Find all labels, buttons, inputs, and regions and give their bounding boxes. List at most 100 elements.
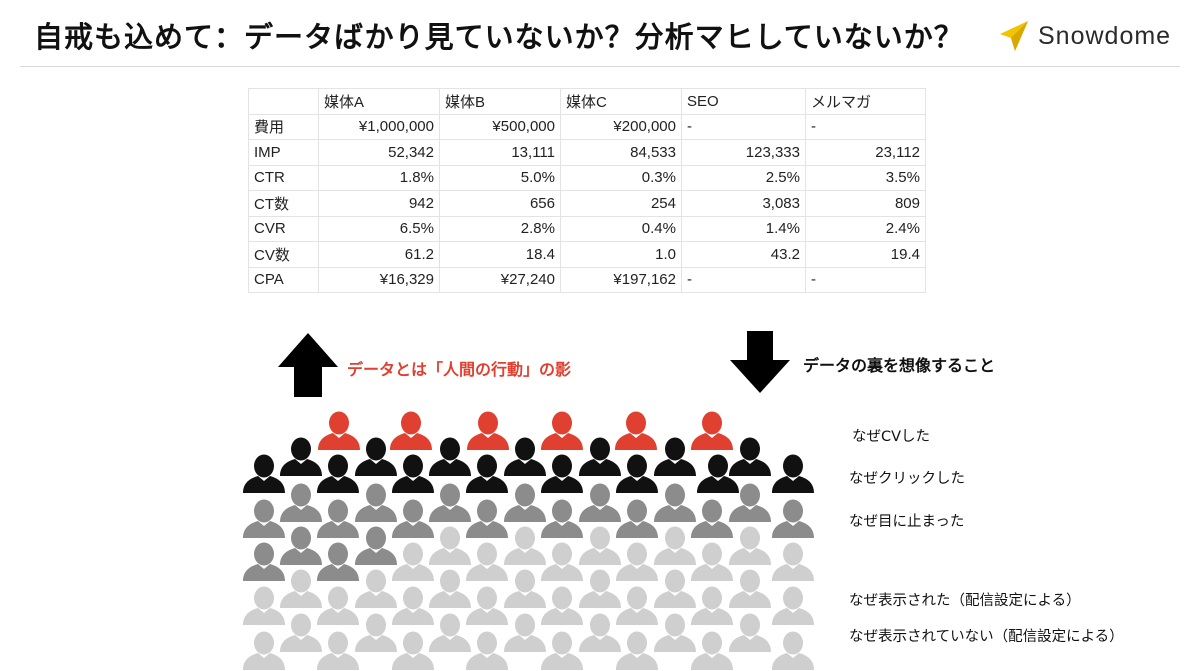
person-icon bbox=[541, 499, 583, 538]
row-label: CVR bbox=[248, 215, 319, 242]
reason-why-shown: なぜ表示された（配信設定による） bbox=[849, 593, 1081, 609]
person-icon bbox=[691, 631, 733, 670]
person-icon bbox=[616, 586, 658, 625]
person-icon bbox=[355, 437, 397, 476]
person-icon bbox=[466, 454, 508, 493]
person-icon bbox=[318, 411, 360, 450]
person-icon bbox=[243, 631, 285, 670]
person-icon bbox=[504, 483, 546, 522]
person-icon bbox=[392, 542, 434, 581]
person-icon bbox=[392, 499, 434, 538]
person-icon bbox=[429, 526, 471, 565]
table-cell: 0.3% bbox=[560, 164, 682, 191]
person-icon bbox=[466, 631, 508, 670]
person-icon bbox=[541, 411, 583, 450]
table-cell: 1.0 bbox=[560, 241, 682, 268]
table-cell: 84,533 bbox=[560, 139, 682, 166]
person-icon bbox=[772, 499, 814, 538]
person-icon bbox=[691, 542, 733, 581]
table-row: CTR 1.8% 5.0% 0.3% 2.5% 3.5% bbox=[248, 164, 926, 191]
table-cell: 3.5% bbox=[805, 164, 926, 191]
person-icon bbox=[243, 454, 285, 493]
person-icon bbox=[466, 586, 508, 625]
person-icon bbox=[317, 631, 359, 670]
person-icon bbox=[429, 437, 471, 476]
person-icon bbox=[243, 586, 285, 625]
person-icon bbox=[280, 569, 322, 608]
person-icon bbox=[654, 613, 696, 652]
table-cell: ¥200,000 bbox=[560, 113, 682, 140]
person-icon bbox=[772, 542, 814, 581]
person-icon bbox=[504, 526, 546, 565]
person-crowd bbox=[243, 411, 814, 670]
table-cell: 1.8% bbox=[318, 164, 440, 191]
person-icon bbox=[467, 411, 509, 450]
table-header-row: 媒体A 媒体B 媒体C SEO メルマガ bbox=[248, 88, 926, 115]
person-icon bbox=[541, 454, 583, 493]
reason-why-not-shown: なぜ表示されていない（配信設定による） bbox=[849, 629, 1124, 645]
paper-plane-icon bbox=[1000, 21, 1028, 51]
reason-why-clicked: なぜクリックした bbox=[849, 471, 965, 487]
table-cell: 5.0% bbox=[439, 164, 561, 191]
table-row: CV数 61.2 18.4 1.0 43.2 19.4 bbox=[248, 241, 926, 268]
title-divider bbox=[20, 66, 1180, 67]
person-icon bbox=[280, 437, 322, 476]
person-icon bbox=[280, 613, 322, 652]
person-icon bbox=[729, 613, 771, 652]
person-icon bbox=[691, 499, 733, 538]
person-icon bbox=[579, 483, 621, 522]
person-icon bbox=[429, 613, 471, 652]
person-icon bbox=[579, 437, 621, 476]
person-icon bbox=[772, 454, 814, 493]
person-icon bbox=[466, 499, 508, 538]
person-icon bbox=[729, 437, 771, 476]
person-icon bbox=[691, 411, 733, 450]
person-icon bbox=[504, 569, 546, 608]
person-icon bbox=[654, 526, 696, 565]
person-icon bbox=[616, 631, 658, 670]
table-cell: ¥1,000,000 bbox=[318, 113, 440, 140]
column-header: 媒体C bbox=[560, 88, 682, 115]
person-icon bbox=[697, 454, 739, 493]
table-cell: 19.4 bbox=[805, 241, 926, 268]
person-icon bbox=[579, 613, 621, 652]
table-cell: 2.5% bbox=[681, 164, 806, 191]
table-row: CPA ¥16,329 ¥27,240 ¥197,162 - - bbox=[248, 266, 926, 293]
person-icon bbox=[616, 499, 658, 538]
table-cell: 2.4% bbox=[805, 215, 926, 242]
person-icon bbox=[541, 586, 583, 625]
table-cell: - bbox=[805, 266, 926, 293]
row-label: 費用 bbox=[248, 113, 319, 140]
person-icon bbox=[729, 483, 771, 522]
brand-logo: Snowdome bbox=[998, 16, 1171, 56]
table-cell: ¥16,329 bbox=[318, 266, 440, 293]
person-icon bbox=[691, 586, 733, 625]
person-icon bbox=[429, 569, 471, 608]
brand-name: Snowdome bbox=[1038, 21, 1172, 50]
reason-why-converted: なぜCVした bbox=[852, 429, 931, 445]
row-label: CV数 bbox=[248, 241, 319, 268]
person-icon bbox=[579, 526, 621, 565]
person-icon bbox=[729, 526, 771, 565]
person-icon bbox=[280, 483, 322, 522]
person-icon bbox=[615, 411, 657, 450]
person-icon bbox=[429, 483, 471, 522]
person-icon bbox=[317, 586, 359, 625]
person-icon bbox=[772, 586, 814, 625]
person-icon bbox=[392, 454, 434, 493]
table-row: IMP 52,342 13,111 84,533 123,333 23,112 bbox=[248, 139, 926, 166]
person-icon bbox=[243, 542, 285, 581]
reason-why-noticed: なぜ目に止まった bbox=[849, 514, 965, 530]
table-cell: 2.8% bbox=[439, 215, 561, 242]
person-icon bbox=[504, 613, 546, 652]
person-icon bbox=[616, 542, 658, 581]
slide-title: 自戒も込めて：データばかり見ていないか？分析マヒしていないか？ bbox=[34, 20, 964, 54]
person-icon bbox=[317, 454, 359, 493]
person-icon bbox=[390, 411, 432, 450]
person-icon bbox=[654, 569, 696, 608]
shadow-of-behavior-caption: データとは「人間の行動」の影 bbox=[347, 360, 572, 379]
table-cell: 23,112 bbox=[805, 139, 926, 166]
imagine-behind-data-caption: データの裏を想像すること bbox=[803, 356, 996, 375]
table-cell: - bbox=[681, 266, 806, 293]
column-header: メルマガ bbox=[805, 88, 926, 115]
